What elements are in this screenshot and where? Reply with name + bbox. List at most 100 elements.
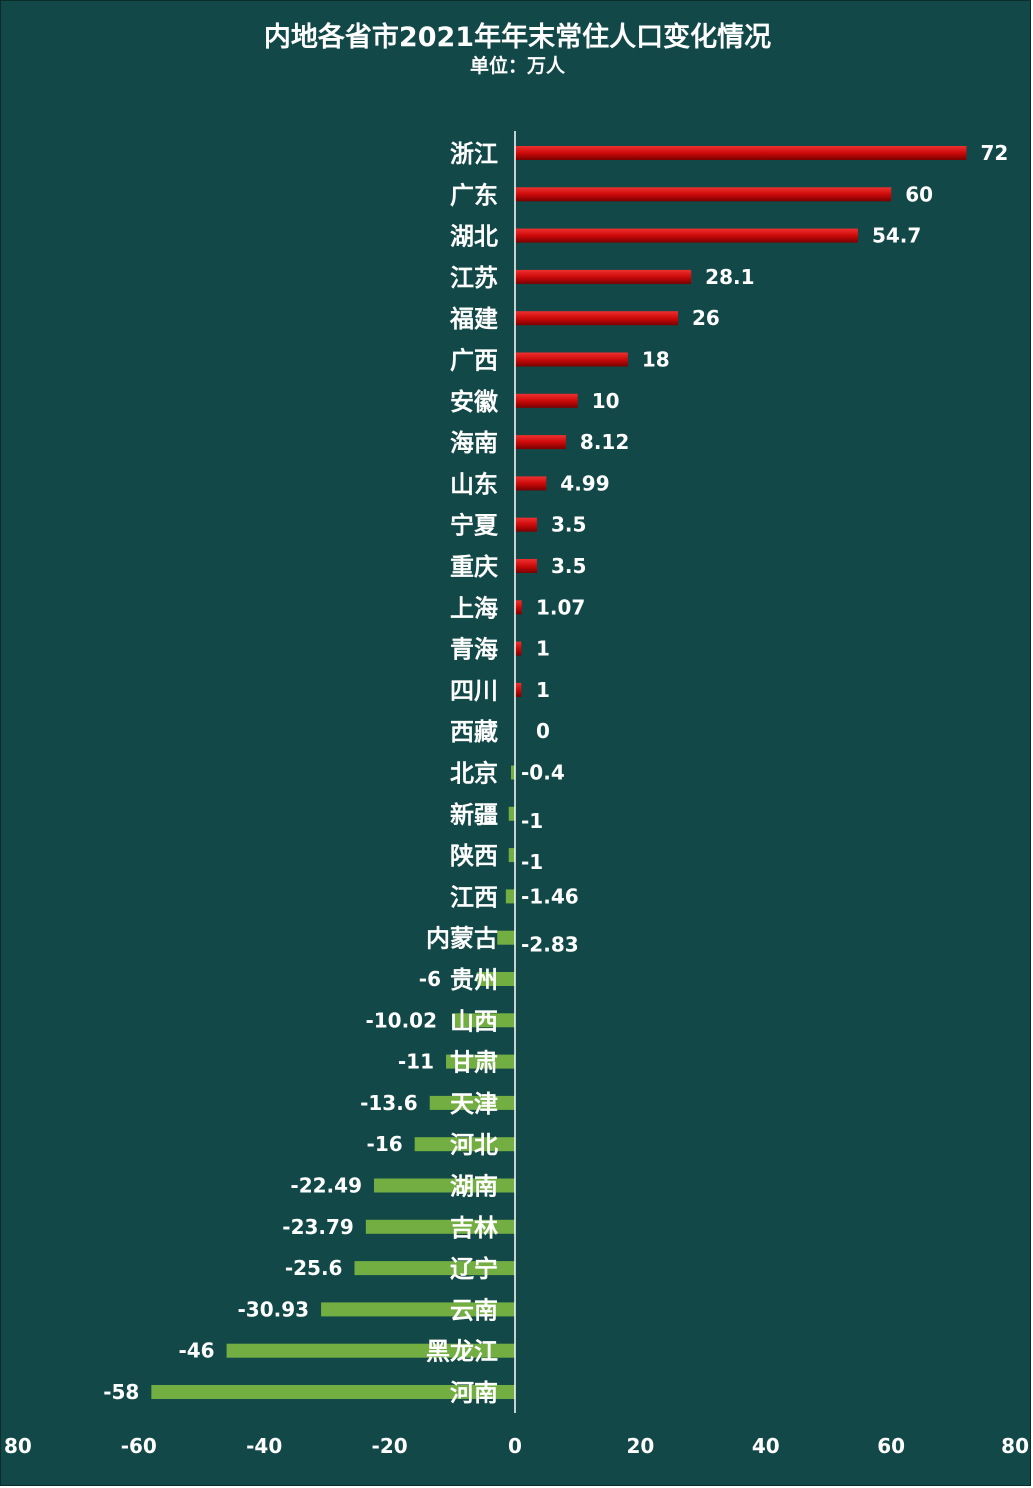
bar-北京 xyxy=(511,765,515,780)
category-label: 辽宁 xyxy=(450,1255,498,1283)
bar-四川 xyxy=(515,682,522,697)
chart-title: 内地各省市2021年年末常住人口变化情况 xyxy=(263,22,772,53)
value-label: -10.02 xyxy=(365,1008,437,1032)
x-tick-label: 0 xyxy=(508,1434,522,1458)
category-label: 四川 xyxy=(450,677,498,705)
category-label: 吉林 xyxy=(450,1214,498,1242)
category-label: 新疆 xyxy=(450,801,498,829)
category-label: 海南 xyxy=(450,429,498,457)
x-tick-label: -20 xyxy=(372,1434,408,1458)
category-label: 北京 xyxy=(450,760,498,788)
category-label: 陕西 xyxy=(450,842,498,870)
category-label: 山西 xyxy=(450,1007,498,1035)
category-label: 重庆 xyxy=(450,553,498,581)
bar-青海 xyxy=(515,641,522,656)
category-label: 贵州 xyxy=(450,966,498,994)
value-label: -13.6 xyxy=(360,1091,418,1115)
bar-天津 xyxy=(429,1095,515,1110)
bar-上海 xyxy=(515,600,522,615)
value-label: -22.49 xyxy=(290,1174,362,1198)
value-label: 3.5 xyxy=(551,513,586,537)
value-label: -30.93 xyxy=(238,1297,310,1321)
bar-辽宁 xyxy=(354,1261,515,1276)
bar-浙江 xyxy=(515,146,967,160)
bar-江西 xyxy=(505,889,515,904)
value-label: -1 xyxy=(521,809,543,833)
category-label: 宁夏 xyxy=(450,512,499,540)
value-label: 8.12 xyxy=(580,430,629,454)
category-label: 河南 xyxy=(450,1379,498,1407)
value-label: -16 xyxy=(367,1132,403,1156)
category-label: 云南 xyxy=(450,1296,498,1324)
value-label: -58 xyxy=(103,1380,139,1404)
bar-湖北 xyxy=(515,228,858,243)
x-tick-label: 80 xyxy=(4,1434,32,1458)
bar-吉林 xyxy=(365,1219,515,1234)
value-label: 72 xyxy=(980,141,1008,165)
value-label: 60 xyxy=(905,182,933,206)
category-label: 广西 xyxy=(450,347,498,375)
category-label: 西藏 xyxy=(450,718,498,746)
bar-湖南 xyxy=(373,1178,515,1193)
bar-重庆 xyxy=(515,559,537,573)
bar-河南 xyxy=(151,1385,515,1399)
value-label: 3.5 xyxy=(551,554,586,578)
value-label: -2.83 xyxy=(521,933,579,957)
bar-广东 xyxy=(515,187,892,202)
value-label: 1 xyxy=(536,678,550,702)
category-label: 安徽 xyxy=(450,388,499,416)
value-label: 0 xyxy=(536,719,550,743)
value-label: -1.46 xyxy=(521,884,579,908)
x-tick-label: -60 xyxy=(121,1434,157,1458)
value-label: 18 xyxy=(642,348,670,372)
value-label: -46 xyxy=(178,1339,214,1363)
x-tick-label: 20 xyxy=(626,1434,654,1458)
category-label: 湖北 xyxy=(450,223,498,251)
category-label: 黑龙江 xyxy=(426,1338,498,1366)
value-label: 26 xyxy=(692,306,720,330)
category-label: 山东 xyxy=(450,470,498,498)
bar-内蒙古 xyxy=(497,930,515,945)
bar-贵州 xyxy=(477,972,515,986)
bar-河北 xyxy=(414,1137,515,1152)
category-label: 福建 xyxy=(449,305,498,333)
bar-山西 xyxy=(452,1013,515,1028)
category-label: 江苏 xyxy=(450,264,498,292)
x-tick-label: 40 xyxy=(752,1434,780,1458)
value-label: 54.7 xyxy=(872,224,921,248)
bar-安徽 xyxy=(515,393,578,408)
x-tick-label: -40 xyxy=(246,1434,282,1458)
value-label: 4.99 xyxy=(560,471,609,495)
bar-陕西 xyxy=(508,848,515,863)
bar-江苏 xyxy=(515,269,692,284)
bar-云南 xyxy=(321,1302,515,1317)
category-label: 青海 xyxy=(450,636,498,664)
category-label: 甘肃 xyxy=(450,1049,498,1077)
value-label: 1.07 xyxy=(536,595,585,619)
value-label: -23.79 xyxy=(282,1215,354,1239)
value-label: -11 xyxy=(398,1050,434,1074)
bar-甘肃 xyxy=(446,1054,515,1069)
category-label: 天津 xyxy=(450,1090,498,1118)
x-tick-label: 60 xyxy=(877,1434,905,1458)
x-tick-label: 80 xyxy=(1001,1434,1029,1458)
category-label: 广东 xyxy=(450,181,498,209)
value-label: 28.1 xyxy=(705,265,754,289)
bar-福建 xyxy=(515,311,679,326)
value-label: -0.4 xyxy=(521,761,565,785)
chart-subtitle: 单位：万人 xyxy=(469,55,565,77)
bar-新疆 xyxy=(508,806,515,821)
category-label: 江西 xyxy=(450,883,498,911)
category-label: 内蒙古 xyxy=(426,925,498,953)
value-label: 1 xyxy=(536,637,550,661)
bar-黑龙江 xyxy=(226,1343,515,1358)
value-label: 10 xyxy=(592,389,620,413)
value-label: -25.6 xyxy=(285,1256,343,1280)
bar-海南 xyxy=(515,435,566,450)
bar-山东 xyxy=(515,476,547,491)
value-label: -1 xyxy=(521,850,543,874)
bar-广西 xyxy=(515,352,628,367)
category-label: 湖南 xyxy=(450,1173,498,1201)
